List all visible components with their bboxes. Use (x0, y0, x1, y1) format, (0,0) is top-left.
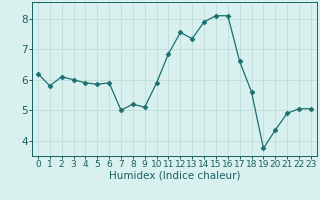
X-axis label: Humidex (Indice chaleur): Humidex (Indice chaleur) (109, 171, 240, 181)
